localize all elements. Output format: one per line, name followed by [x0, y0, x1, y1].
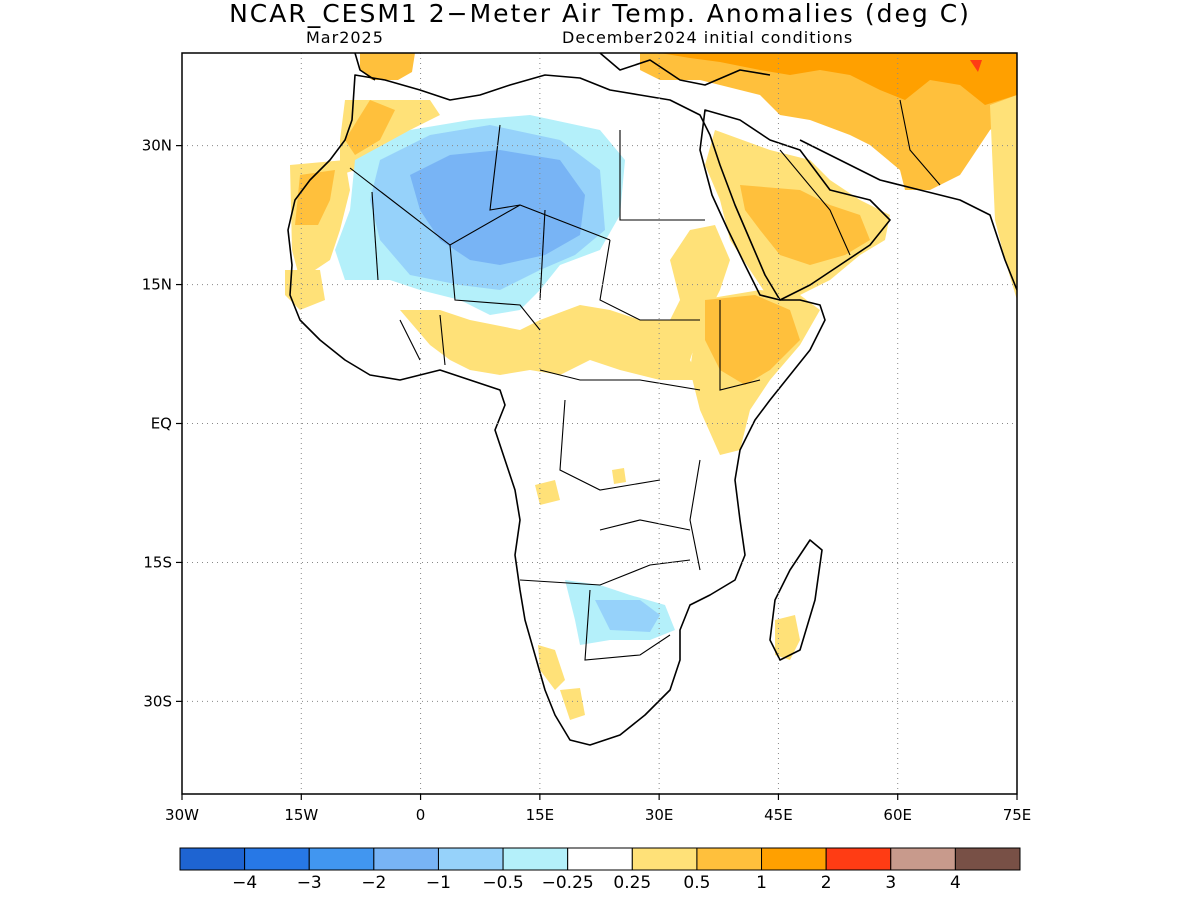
colorbar-label: −3	[297, 873, 322, 893]
border-line	[689, 459, 701, 571]
colorbar-swatch	[437, 847, 504, 871]
colorbar-label: −4	[232, 873, 257, 893]
colorbar-swatch	[890, 847, 956, 871]
lon-tick-label: 60E	[883, 806, 912, 824]
lat-tick-label: EQ	[151, 415, 172, 433]
initial-conditions-label: December2024 initial conditions	[562, 28, 854, 47]
border-line	[719, 300, 761, 391]
anomaly-region-warm-mild	[775, 615, 800, 660]
anomaly-region-warm-mild	[285, 270, 325, 310]
colorbar-label: 1	[756, 873, 767, 893]
colorbar-swatch	[954, 847, 1021, 871]
border-line	[899, 99, 941, 186]
coastlines	[287, 53, 1017, 746]
lon-tick-label: 45E	[764, 806, 793, 824]
colorbar-swatch	[567, 847, 633, 871]
lat-tick-label: 30S	[143, 692, 172, 710]
colorbar-label: −0.25	[542, 873, 594, 893]
africa-coastline	[287, 74, 826, 746]
anomaly-region-warm-mild	[612, 468, 626, 484]
anomaly-region-hot	[660, 53, 1017, 105]
forecast-month: Mar2025	[306, 28, 384, 47]
lat-tick-label: 30N	[142, 137, 172, 155]
colorbar-swatch	[761, 847, 827, 871]
lon-tick-label: 30E	[645, 806, 674, 824]
grid-lines	[182, 53, 1017, 794]
border-line	[399, 319, 421, 361]
border-line	[349, 167, 611, 246]
colorbar-label: −1	[426, 873, 451, 893]
lon-tick-label: 0	[416, 806, 426, 824]
colorbar-swatch	[696, 847, 763, 871]
anomaly-region-warm	[360, 53, 415, 80]
colorbar-swatch	[308, 847, 375, 871]
border-line	[539, 209, 546, 301]
border-line	[489, 124, 521, 211]
anomaly-region-very-hot	[970, 60, 982, 72]
border-line	[779, 149, 851, 256]
border-line	[539, 369, 701, 391]
longitude-axis: 30W 15W 0 15E 30E 45E 60E 75E	[165, 794, 1031, 824]
border-line	[449, 244, 541, 331]
border-line	[619, 130, 705, 221]
border-line	[599, 519, 691, 531]
colorbar-swatch	[179, 847, 246, 871]
lat-tick-label: 15S	[143, 553, 172, 571]
anomaly-region-warm-mild	[538, 645, 565, 690]
border-line	[584, 589, 671, 661]
arabia-coastline	[699, 109, 891, 301]
lon-tick-label: 15E	[526, 806, 555, 824]
border-line	[519, 559, 691, 586]
lon-tick-label: 30W	[165, 806, 199, 824]
europe-coastline	[354, 53, 376, 81]
colorbar-label: 3	[885, 873, 896, 893]
anomaly-region-cool-moderate	[410, 150, 585, 265]
colorbar-label: 0.25	[613, 873, 651, 893]
colorbar-swatch	[244, 847, 310, 871]
lat-tick-label: 15N	[142, 276, 172, 294]
map-title: NCAR_CESM1 2−Meter Air Temp. Anomalies (…	[229, 0, 971, 28]
madagascar-coastline	[769, 539, 823, 661]
anomaly-region-warm-mild	[560, 688, 585, 720]
border-line	[559, 399, 661, 491]
asia-coastline	[799, 139, 1017, 291]
border-line	[599, 239, 700, 321]
colorbar-swatch	[502, 847, 569, 871]
latitude-axis: 30N 15N EQ 15S 30S	[142, 137, 182, 710]
colorbar-label: 2	[821, 873, 832, 893]
anomaly-region-cool	[595, 600, 660, 632]
europe-coastline	[599, 53, 771, 86]
anomaly-region-warm	[345, 100, 395, 155]
colorbar-label: 4	[950, 873, 961, 893]
anomaly-region-warm	[705, 295, 800, 385]
colorbar-label: −2	[361, 873, 386, 893]
colorbar-swatch	[373, 847, 439, 871]
lon-tick-label: 15W	[284, 806, 318, 824]
anomaly-region-warm-mild	[400, 225, 730, 380]
anomaly-region-warm	[740, 185, 870, 265]
anomaly-region-warm-mild	[990, 95, 1017, 300]
lon-tick-label: 75E	[1003, 806, 1032, 824]
colorbar-label: 0.5	[683, 873, 710, 893]
shading-layer	[285, 53, 1017, 720]
colorbar-swatch	[825, 847, 892, 871]
colorbar-label: −0.5	[482, 873, 523, 893]
anomaly-region-warm	[295, 170, 335, 225]
country-borders	[349, 99, 941, 661]
anomaly-region-warm	[640, 53, 1017, 190]
colorbar: −4 −3 −2 −1 −0.5 −0.25 0.25 0.5 1 2 3 4	[179, 847, 1021, 893]
anomaly-region-warm-mild	[535, 480, 560, 505]
colorbar-swatch	[631, 847, 698, 871]
border-line	[371, 191, 379, 281]
border-line	[439, 314, 446, 366]
